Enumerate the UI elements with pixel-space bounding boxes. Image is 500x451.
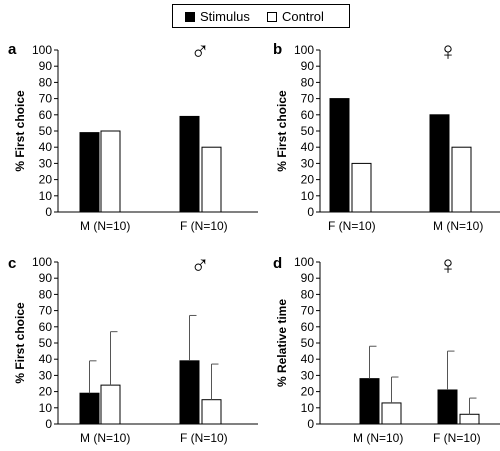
legend: Stimulus Control [172,4,350,28]
y-tick-label: 80 [301,287,315,301]
panel-label: b [273,41,282,58]
chart-panel-a: 0 10 20 30 40 50 60 70 80 90 100 % First choice a ♂ M … [8,36,258,233]
male-symbol: ♂ [190,36,210,66]
y-tick-label: 90 [39,271,53,285]
y-tick-label: 80 [301,75,315,89]
category-label: F (N=10) [328,219,376,233]
category-label: F (N=10) [180,219,228,233]
y-tick-label: 40 [39,140,53,154]
panel-label: a [8,41,17,58]
y-tick-label: 20 [39,173,53,187]
y-tick-label: 60 [39,320,53,334]
chart-panel-d: 0 10 20 30 40 50 60 70 80 90 100 % Relative time d ♀ M… [273,250,500,445]
bar-control [351,162,372,213]
bar-stimulus [179,360,200,425]
bar-control [201,146,222,213]
bar-control [100,384,121,425]
category-label: M (N=10) [433,219,483,233]
male-symbol: ♂ [190,250,210,280]
y-tick-label: 0 [45,417,52,431]
y-axis-label: % First choice [13,90,27,172]
bar-stimulus [79,132,100,213]
y-tick-label: 70 [39,92,53,106]
y-tick-label: 90 [301,59,315,73]
chart-panel-c: 0 10 20 30 40 50 60 70 80 90 100 % First choice c ♂ M … [8,250,258,445]
legend-label-stimulus: Stimulus [200,9,250,24]
y-tick-label: 50 [301,124,315,138]
y-tick-label: 100 [32,43,52,57]
y-axis-label: % Relative time [275,299,289,387]
bar-control [451,146,472,213]
panel-label: d [273,255,282,272]
y-tick-label: 50 [301,336,315,350]
legend-item-control: Control [267,9,324,24]
y-tick-label: 10 [301,189,315,203]
y-tick-label: 0 [307,205,314,219]
legend-item-stimulus: Stimulus [185,9,250,24]
bar-stimulus [79,392,100,425]
category-label: F (N=10) [180,431,228,445]
chart-panel-b: 0 10 20 30 40 50 60 70 80 90 100 % First choice b ♀ F … [273,36,500,233]
y-tick-label: 70 [301,92,315,106]
bar-stimulus [429,114,450,213]
y-tick-label: 80 [39,287,53,301]
bar-stimulus [329,98,350,213]
y-tick-label: 50 [39,124,53,138]
y-axis-label: % First choice [275,90,289,172]
y-tick-label: 20 [301,173,315,187]
y-tick-label: 30 [301,368,315,382]
bar-control [381,402,402,425]
bar-control [459,413,480,425]
y-axis-label: % First choice [13,302,27,384]
y-tick-label: 40 [301,140,315,154]
y-tick-label: 10 [39,189,53,203]
y-tick-label: 100 [32,255,52,269]
category-label: F (N=10) [433,431,481,445]
legend-swatch-control [267,12,277,22]
category-label: M (N=10) [80,219,130,233]
y-tick-label: 90 [301,271,315,285]
y-tick-label: 10 [39,401,53,415]
y-tick-label: 60 [39,108,53,122]
y-tick-label: 10 [301,401,315,415]
legend-swatch-stimulus [185,12,195,22]
y-tick-label: 70 [39,304,53,318]
y-tick-label: 30 [39,368,53,382]
y-tick-label: 40 [39,352,53,366]
bar-control [100,130,121,213]
y-tick-label: 100 [294,255,314,269]
female-symbol: ♀ [438,36,458,66]
y-tick-label: 100 [294,43,314,57]
y-tick-label: 50 [39,336,53,350]
y-tick-label: 70 [301,304,315,318]
female-symbol: ♀ [438,250,458,280]
y-tick-label: 30 [301,156,315,170]
y-tick-label: 90 [39,59,53,73]
y-tick-label: 20 [39,385,53,399]
y-tick-label: 0 [307,417,314,431]
y-tick-label: 40 [301,352,315,366]
category-label: M (N=10) [353,431,403,445]
y-tick-label: 20 [301,385,315,399]
bar-stimulus [437,389,458,425]
y-tick-label: 60 [301,108,315,122]
category-label: M (N=10) [80,431,130,445]
y-tick-label: 30 [39,156,53,170]
y-tick-label: 0 [45,205,52,219]
y-tick-label: 80 [39,75,53,89]
y-tick-label: 60 [301,320,315,334]
bar-stimulus [359,378,380,425]
legend-label-control: Control [282,9,324,24]
bar-control [201,399,222,425]
bar-stimulus [179,115,200,213]
panel-label: c [8,255,16,272]
